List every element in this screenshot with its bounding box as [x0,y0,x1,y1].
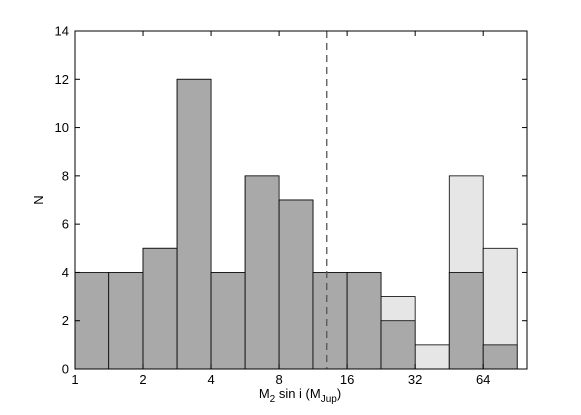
bar-subset-9 [380,320,416,370]
x-tick-label: 16 [340,372,354,387]
plot-frame [74,30,528,370]
histogram-bars [74,78,518,370]
y-tick-label: 4 [62,265,69,280]
bar-subset-4 [210,272,246,370]
x-tick-label: 1 [71,372,78,387]
bar-subset-0 [74,272,110,370]
y-tick-label: 2 [62,313,69,328]
bar-subset-6 [278,199,314,370]
bar-subset-12 [482,344,518,370]
x-tick-label: 32 [408,372,422,387]
bar-subset-11 [448,272,484,370]
bar-total-10 [414,344,450,370]
y-tick-label: 6 [62,217,69,232]
bar-subset-8 [346,272,382,370]
x-tick-label: 64 [476,372,490,387]
y-tick-label: 14 [55,24,69,39]
x-axis-label: M2 sin i (MJup) [259,386,341,405]
x-tick-label: 8 [275,372,282,387]
bar-subset-3 [176,78,212,370]
x-tick-label: 2 [139,372,146,387]
y-axis-label: N [31,195,46,204]
y-tick-label: 8 [62,168,69,183]
bar-subset-2 [142,247,178,370]
y-tick-label: 0 [62,362,69,377]
y-tick-label: 12 [55,72,69,87]
bar-subset-7 [312,272,348,370]
x-tick-label: 4 [207,372,214,387]
y-tick-label: 10 [55,120,69,135]
bar-subset-5 [244,175,280,370]
bar-subset-1 [108,272,144,370]
